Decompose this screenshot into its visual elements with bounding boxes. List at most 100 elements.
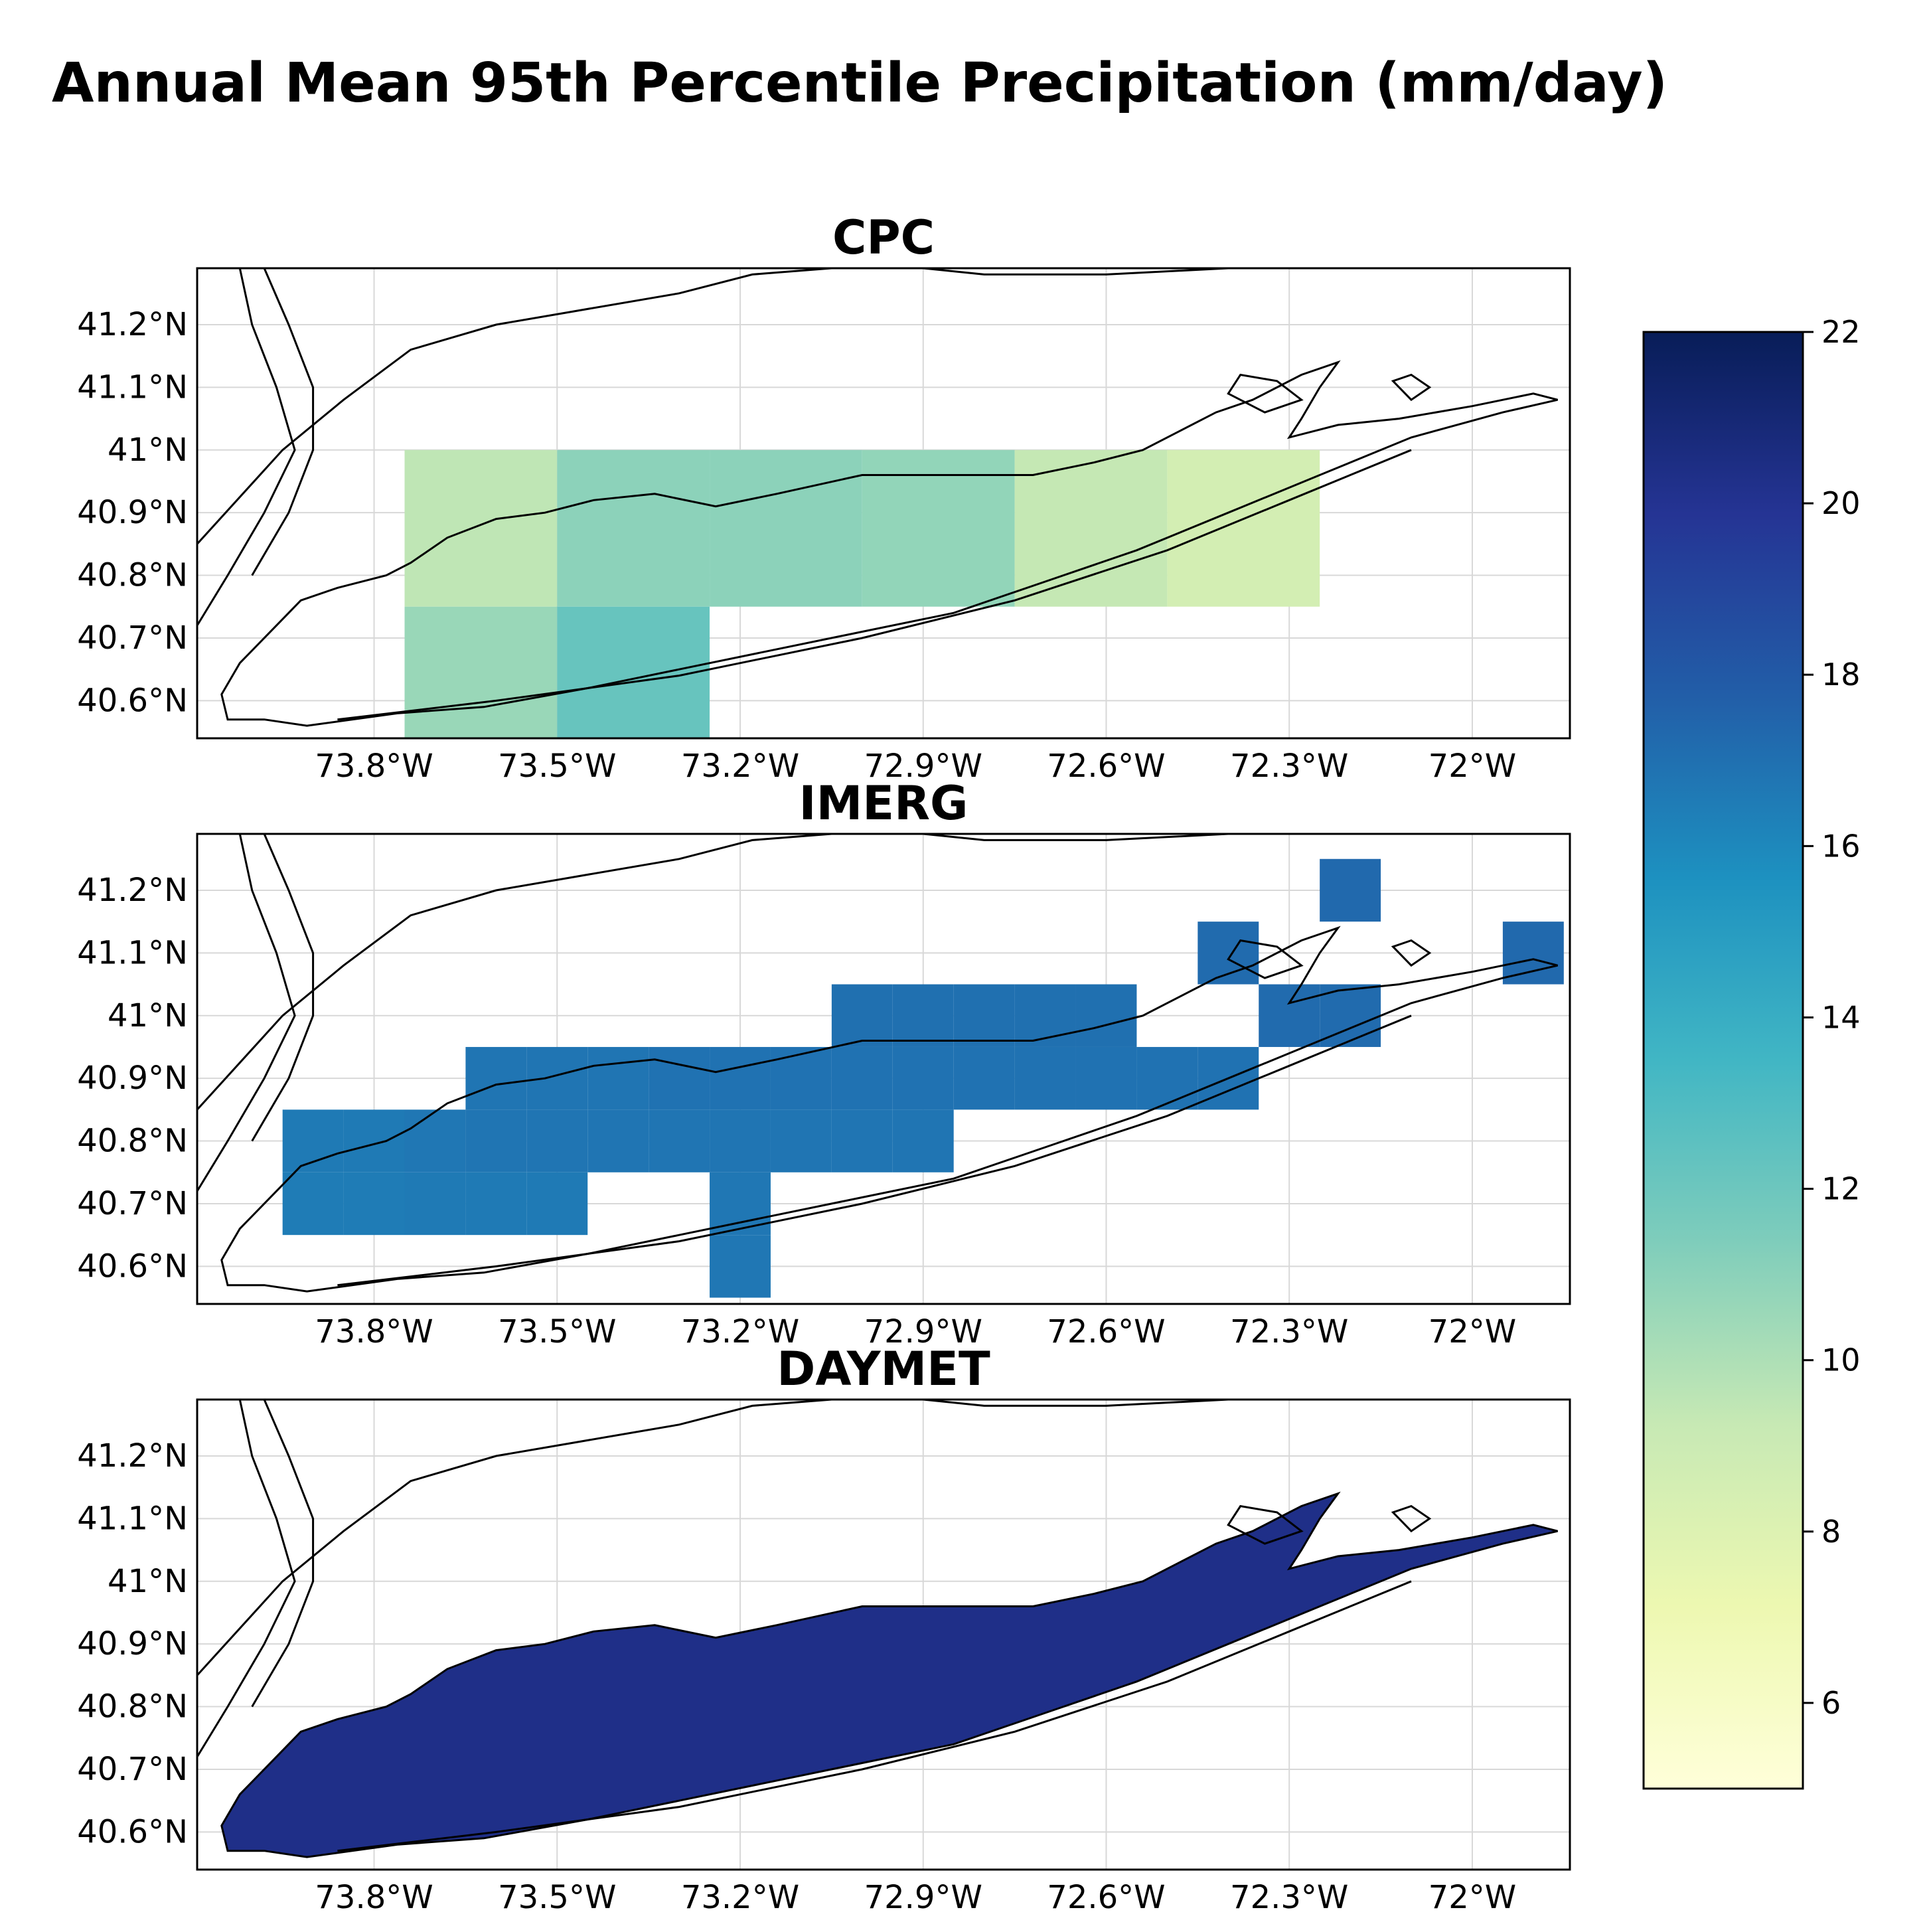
coastline-long-island (220, 360, 1558, 727)
y-tick-label: 40.6°N (77, 1813, 188, 1850)
colorbar-tick-label: 14 (1821, 999, 1861, 1035)
data-cell (1502, 922, 1564, 985)
data-cell (953, 1046, 1015, 1110)
x-tick-label: 73.5°W (498, 748, 616, 785)
data-cell (831, 1046, 893, 1110)
colorbar-tick-label: 22 (1821, 314, 1861, 350)
x-tick-label: 72°W (1429, 748, 1517, 785)
coastline-long-island (220, 1491, 1558, 1858)
coastline-hudson-east (251, 833, 315, 1142)
y-tick-label: 40.8°N (77, 1688, 188, 1726)
coastline-shelter-island (1227, 939, 1304, 979)
data-cell (404, 606, 558, 738)
coastline-barrier-island (337, 449, 1412, 721)
y-tick-label: 40.6°N (77, 682, 188, 719)
x-tick-label: 73.2°W (681, 748, 799, 785)
coastline-connecticut-east (923, 1398, 1229, 1407)
data-cell (526, 1172, 588, 1236)
x-tick-label: 73.8°W (315, 1313, 433, 1350)
y-tick-label: 40.9°N (77, 494, 188, 531)
data-cells-cpc (404, 449, 1320, 738)
data-cell (1075, 984, 1137, 1047)
x-tick-label: 72.3°W (1230, 1313, 1348, 1350)
x-tick-label: 72°W (1429, 1313, 1517, 1350)
coastline-connecticut (196, 267, 832, 545)
coastline-hudson-east (251, 1399, 315, 1708)
data-cell (404, 1172, 466, 1236)
panel-daymet: DAYMET 41.2°N 41.1°N 41°N 40.9°N 40.8°N 40.7°… (77, 1342, 1571, 1916)
coastline-shelter-island (1227, 373, 1304, 414)
coastline-connecticut-east (923, 833, 1229, 841)
y-tick-label: 41.2°N (77, 1437, 188, 1475)
data-cell (1014, 1046, 1076, 1110)
x-tick-label: 72.6°W (1047, 1879, 1165, 1916)
data-cell (282, 1109, 344, 1172)
data-cell (1014, 449, 1168, 607)
y-axis-imerg: 41.2°N 41.1°N 41°N 40.9°N 40.8°N 40.7°N 40.6°N (77, 872, 188, 1285)
map-frame-imerg (196, 833, 1571, 1305)
data-cell (831, 984, 893, 1047)
x-tick-label: 72.3°W (1230, 748, 1348, 785)
data-cell (649, 1109, 710, 1172)
y-tick-label: 40.7°N (77, 1185, 188, 1222)
figure-title: Annual Mean 95th Percentile Precipitatio… (52, 52, 1668, 115)
colorbar-tick-label: 16 (1821, 828, 1861, 864)
y-tick-label: 41.1°N (77, 368, 188, 406)
coastline-cpc (196, 267, 1558, 727)
data-cell (404, 1109, 466, 1172)
y-tick-label: 40.8°N (77, 557, 188, 594)
data-cell (465, 1109, 527, 1172)
y-tick-label: 40.6°N (77, 1248, 188, 1285)
y-tick-label: 40.7°N (77, 1751, 188, 1788)
x-axis-imerg: 73.8°W 73.5°W 73.2°W 72.9°W 72.6°W 72.3°W 72°W (315, 1313, 1516, 1350)
coastline-hudson-east (251, 268, 315, 576)
data-cell (343, 1172, 405, 1236)
coastline-gardiners-island (1391, 1504, 1432, 1533)
colorbar-tick-label: 20 (1821, 485, 1861, 521)
coastline-shelter-island (1227, 1504, 1304, 1545)
y-tick-label: 40.8°N (77, 1123, 188, 1160)
coastline-gardiners-island (1391, 373, 1432, 402)
colorbar-tick-label: 18 (1821, 657, 1861, 692)
data-cell (526, 1046, 588, 1110)
y-tick-label: 40.9°N (77, 1625, 188, 1662)
panel-title-cpc: CPC (832, 210, 935, 265)
data-cell (770, 1046, 832, 1110)
map-frame-cpc (196, 267, 1571, 740)
data-cell (831, 1109, 893, 1172)
coastline-imerg (196, 833, 1558, 1293)
x-tick-label: 73.5°W (498, 1313, 616, 1350)
map-area-cpc (196, 267, 1571, 740)
x-tick-label: 73.8°W (315, 748, 433, 785)
y-tick-label: 41°N (108, 432, 188, 469)
y-axis-daymet: 41.2°N 41.1°N 41°N 40.9°N 40.8°N 40.7°N 40.6°N (77, 1437, 188, 1850)
y-tick-label: 41.1°N (77, 934, 188, 971)
coastline-barrier-island (337, 1580, 1412, 1852)
panel-cpc: CPC 41.2°N 41.1°N 41°N 40.9°N 40.8°N 40.7°N 40… (77, 210, 1571, 785)
y-tick-label: 40.7°N (77, 619, 188, 657)
data-cell (465, 1046, 527, 1110)
data-cell (587, 1109, 649, 1172)
data-cell (1075, 1046, 1137, 1110)
x-tick-label: 73.2°W (681, 1313, 799, 1350)
data-cell (587, 1046, 649, 1110)
map-area-imerg (196, 833, 1571, 1305)
coastline-barrier-island (337, 1014, 1412, 1287)
x-axis-daymet: 73.8°W 73.5°W 73.2°W 72.9°W 72.6°W 72.3°W 72°W (315, 1879, 1516, 1916)
map-frame-daymet (196, 1398, 1571, 1871)
data-cell (892, 984, 954, 1047)
data-cell (557, 606, 710, 738)
data-cell (710, 449, 862, 607)
data-cell (953, 984, 1015, 1047)
data-cell (1197, 922, 1259, 985)
colorbar-tick-label: 6 (1821, 1685, 1841, 1721)
data-cell (1014, 984, 1076, 1047)
y-tick-label: 40.9°N (77, 1060, 188, 1097)
data-cell (710, 1046, 771, 1110)
data-cell (892, 1046, 954, 1110)
data-cell (1259, 984, 1320, 1047)
data-cell (282, 1172, 344, 1236)
coastline-daymet (196, 1398, 1558, 1858)
coastline-gardiners-island (1391, 939, 1432, 967)
